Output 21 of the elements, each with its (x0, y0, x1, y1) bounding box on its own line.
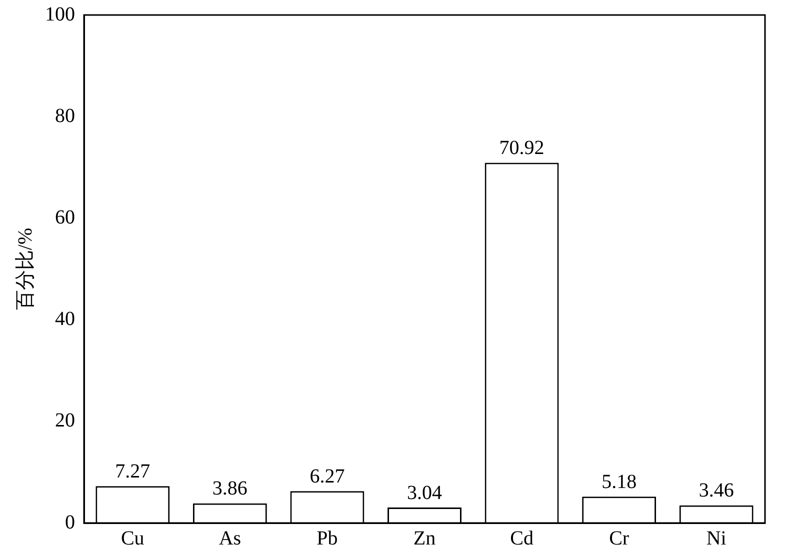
y-tick-label: 40 (55, 308, 75, 330)
data-label: 3.04 (407, 482, 442, 504)
y-tick-label: 80 (55, 104, 75, 127)
x-tick-label: As (218, 527, 242, 550)
y-tick-label: 20 (55, 410, 75, 432)
x-tick-label: Cu (120, 527, 144, 550)
x-tick-label: Pb (316, 527, 338, 550)
data-label: 70.92 (499, 136, 544, 159)
y-tick-label: 60 (55, 206, 75, 228)
x-tick-label: Ni (706, 527, 727, 550)
y-tick-label: 100 (45, 3, 75, 26)
data-label: 6.27 (310, 465, 345, 488)
data-label: 7.27 (115, 460, 150, 482)
x-tick-label: Zn (413, 527, 436, 550)
x-tick-label: Cr (609, 527, 630, 550)
y-tick-label: 0 (65, 511, 75, 534)
data-label: 3.86 (212, 478, 248, 500)
y-axis-title: 百分比/% (14, 228, 36, 310)
x-tick-label: Cd (510, 527, 534, 550)
data-label: 3.46 (698, 480, 734, 502)
data-label: 5.18 (602, 470, 637, 493)
